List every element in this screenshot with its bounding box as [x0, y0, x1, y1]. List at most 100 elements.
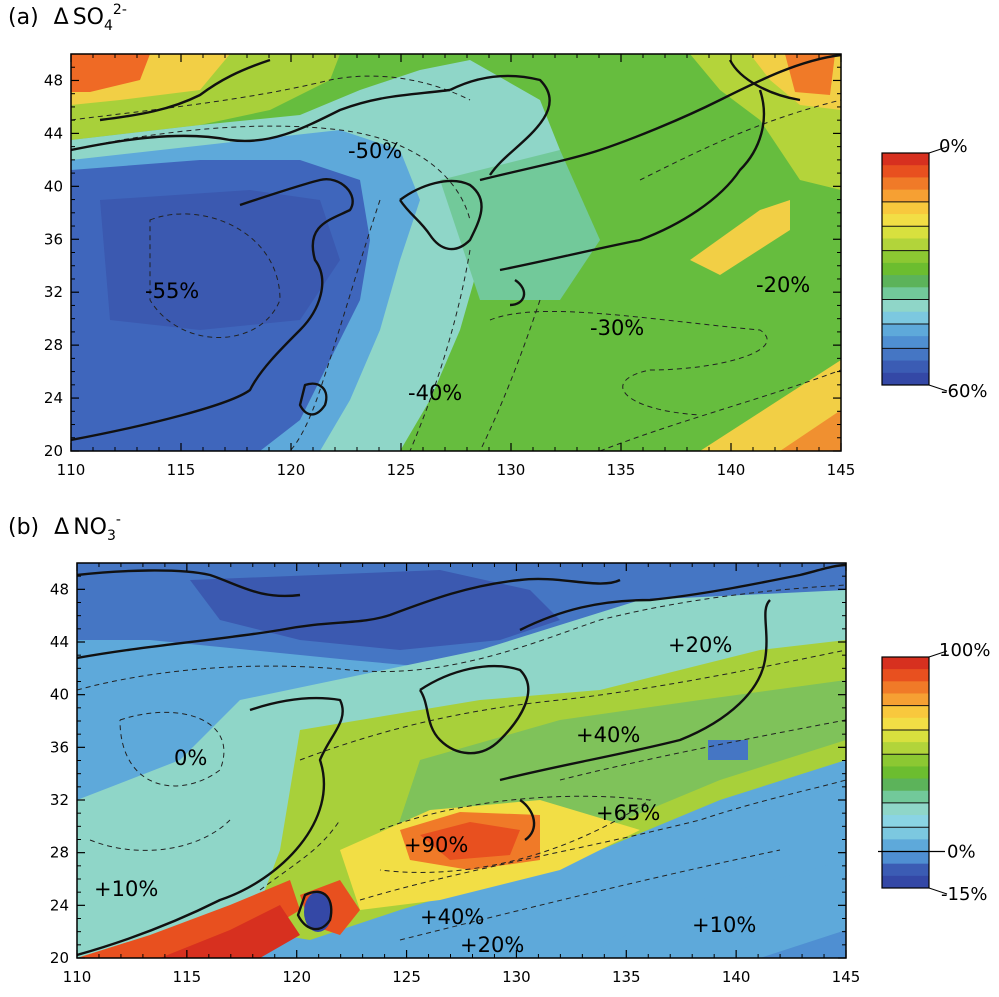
y-tick-label: 40	[44, 177, 63, 195]
x-tick-label: 110	[57, 461, 86, 479]
colorbar-bottom-label: -15%	[941, 884, 988, 905]
y-tick-label: 44	[44, 124, 63, 142]
colorbar-swatch	[882, 815, 929, 828]
colorbar-swatch	[882, 827, 929, 840]
colorbar-mid-label: 0%	[947, 842, 976, 863]
label-zero: 0%	[174, 746, 207, 770]
colorbar-swatch	[882, 336, 929, 349]
panel-a-map: -50% -55% -40% -30% -20%	[71, 54, 841, 451]
y-tick-label: 36	[50, 738, 69, 756]
colorbar-swatch	[882, 201, 929, 215]
colorbar-bottom-leader	[928, 887, 948, 895]
x-tick-label: 120	[277, 461, 306, 479]
colorbar-swatch	[882, 311, 929, 325]
y-tick-label: 48	[44, 71, 63, 89]
label-minus55: -55%	[145, 279, 199, 303]
y-tick-label: 24	[50, 896, 69, 914]
colorbar-swatch	[882, 729, 929, 743]
colorbar-swatch	[882, 742, 929, 755]
colorbar-swatch	[882, 360, 929, 374]
colorbar-swatch	[882, 165, 929, 178]
x-tick-label: 115	[173, 968, 202, 986]
panel-a-title: (a) Δ SO42-	[8, 2, 127, 34]
colorbar-swatch	[882, 238, 929, 252]
colorbar-bottom-leader	[928, 384, 948, 392]
colorbar-swatch	[882, 348, 929, 362]
colorbar-swatch	[882, 372, 929, 386]
colorbar-swatch	[882, 657, 929, 670]
y-tick-label: 48	[50, 580, 69, 598]
colorbar-swatch	[882, 275, 929, 288]
label-minus20: -20%	[756, 273, 810, 297]
colorbar-swatch	[882, 778, 929, 792]
y-tick-label: 40	[50, 686, 69, 704]
y-tick-label: 28	[50, 844, 69, 862]
colorbar-frame	[881, 656, 930, 889]
panel-b-axes: 110 115 120 125 130 135 140 145 20 24 28 32 36 40 44 48	[50, 563, 860, 986]
x-tick-label: 135	[607, 461, 636, 479]
x-tick-label: 140	[722, 968, 751, 986]
colorbar-swatch	[882, 226, 929, 239]
colorbar-swatch	[882, 153, 929, 166]
colorbar-swatch	[882, 323, 929, 337]
colorbar-swatch	[882, 693, 929, 707]
colorbar-swatch	[882, 863, 929, 877]
label-minus30: -30%	[590, 316, 644, 340]
panel-b-map: +20% +40% 0% +65% +90% +10% +40% +20% +1…	[77, 563, 846, 958]
x-tick-label: 115	[167, 461, 196, 479]
colorbar-swatch	[882, 839, 929, 853]
label-plus20-north: +20%	[668, 633, 732, 657]
x-tick-label: 125	[387, 461, 416, 479]
x-tick-label: 135	[612, 968, 641, 986]
y-tick-label: 32	[44, 283, 63, 301]
panel-b: (b) Δ NO3-	[8, 512, 990, 986]
colorbar-swatch	[882, 177, 929, 191]
x-tick-label: 130	[502, 968, 531, 986]
panel-b-colorbar: 100% -15% 0%	[878, 640, 990, 905]
colorbar-top-leader	[928, 650, 948, 658]
colorbar-swatch	[882, 669, 929, 682]
panel-a-colorbar: 0% -60%	[881, 136, 988, 402]
y-tick-label: 24	[44, 389, 63, 407]
label-plus90: +90%	[404, 833, 468, 857]
y-tick-label: 28	[44, 336, 63, 354]
colorbar-top-label: 100%	[939, 640, 990, 661]
colorbar-swatch	[882, 790, 929, 804]
colorbar-bottom-label: -60%	[941, 381, 988, 402]
colorbar-swatch	[882, 214, 929, 227]
colorbar-top-leader	[928, 146, 948, 154]
label-plus10-west: +10%	[94, 877, 158, 901]
label-plus10-south: +10%	[692, 913, 756, 937]
y-tick-label: 36	[44, 230, 63, 248]
x-tick-label: 145	[832, 968, 861, 986]
label-minus50: -50%	[348, 139, 402, 163]
panel-a-axes: 110 115 120 125 130 135 140 145 20 24 28 32 36 40 44 48	[44, 54, 855, 479]
colorbar-top-label: 0%	[939, 136, 968, 157]
y-tick-label: 44	[50, 633, 69, 651]
panel-a: (a) Δ SO42-	[8, 2, 988, 479]
colorbar-swatch	[882, 189, 929, 203]
x-tick-label: 140	[717, 461, 746, 479]
label-plus20-south: +20%	[460, 933, 524, 957]
colorbar-swatch	[882, 250, 929, 264]
y-tick-label: 20	[44, 442, 63, 460]
y-tick-label: 32	[50, 791, 69, 809]
colorbar-swatch	[882, 754, 929, 767]
colorbar-swatch	[882, 717, 929, 731]
panel-b-title: (b) Δ NO3-	[8, 512, 121, 544]
colorbar-swatch	[882, 875, 929, 889]
colorbar-swatch	[882, 766, 929, 780]
label-plus40-south: +40%	[420, 905, 484, 929]
colorbar-swatch	[882, 681, 929, 694]
x-tick-label: 145	[827, 461, 856, 479]
colorbar-swatch	[882, 851, 929, 865]
colorbar-swatch	[882, 705, 929, 719]
label-minus40: -40%	[408, 381, 462, 405]
x-tick-label: 125	[392, 968, 421, 986]
colorbar-frame	[881, 152, 930, 386]
x-tick-label: 130	[497, 461, 526, 479]
y-tick-label: 20	[50, 949, 69, 967]
colorbar-swatch	[882, 299, 929, 313]
x-tick-label: 110	[63, 968, 92, 986]
